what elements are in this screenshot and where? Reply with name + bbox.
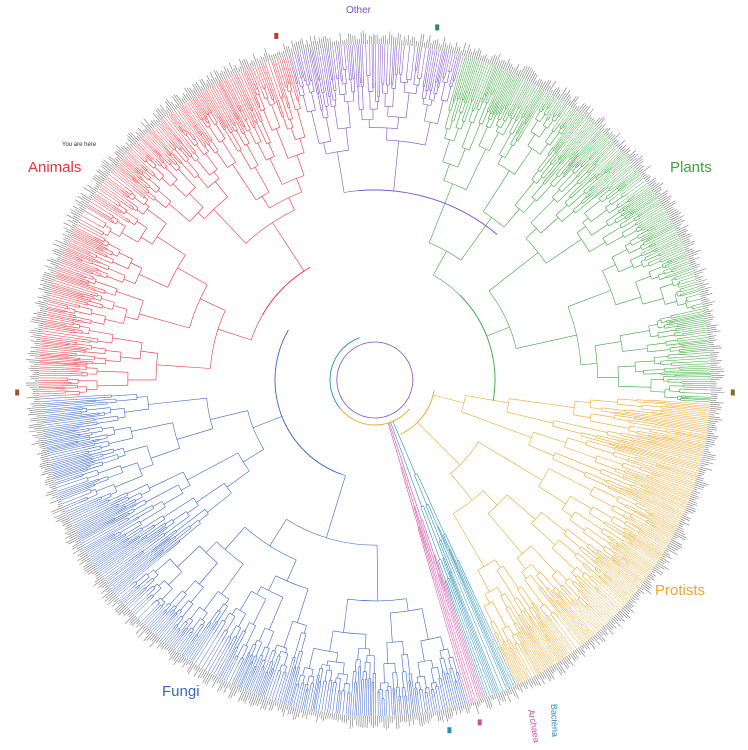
backbone-arc-4	[459, 294, 496, 401]
backbone-arc-5	[262, 267, 311, 316]
label-protists: Protists	[655, 582, 705, 599]
backbone-arc-1	[329, 337, 360, 410]
marker-flag-0	[274, 32, 279, 39]
label-other: Other	[346, 5, 372, 16]
root-circle	[336, 341, 414, 419]
label-plants: Plants	[670, 159, 712, 176]
clade-other	[288, 43, 462, 193]
leaf-tips	[25, 30, 725, 730]
label-fungi: Fungi	[162, 683, 200, 700]
clade-protists	[417, 394, 711, 685]
you-are-here-label: You are here	[62, 142, 97, 148]
backbone-arc-3	[274, 329, 341, 475]
clade-archaea	[387, 422, 484, 703]
label-animals: Animals	[28, 159, 81, 176]
backbone-arc-2	[400, 390, 435, 435]
marker-flag-2	[730, 389, 735, 396]
backbone-arc-6	[358, 189, 498, 235]
label-archaea: Archaea	[526, 709, 542, 744]
marker-flag-3	[15, 389, 20, 396]
label-bacteria: Bacteria	[549, 704, 560, 737]
clade-branch-fans	[38, 43, 712, 717]
marker-flag-4	[447, 727, 452, 734]
clade-animals	[38, 55, 306, 397]
clade-fungi	[39, 394, 467, 717]
backbone-arc-0	[340, 408, 410, 426]
clade-plants	[428, 55, 712, 403]
marker-flag-1	[435, 24, 440, 31]
tree-backbone	[262, 189, 498, 475]
leaf-tip-ring	[25, 30, 725, 730]
clade-bacteria	[390, 421, 517, 698]
position-markers	[15, 24, 735, 734]
marker-flag-5	[477, 719, 482, 726]
